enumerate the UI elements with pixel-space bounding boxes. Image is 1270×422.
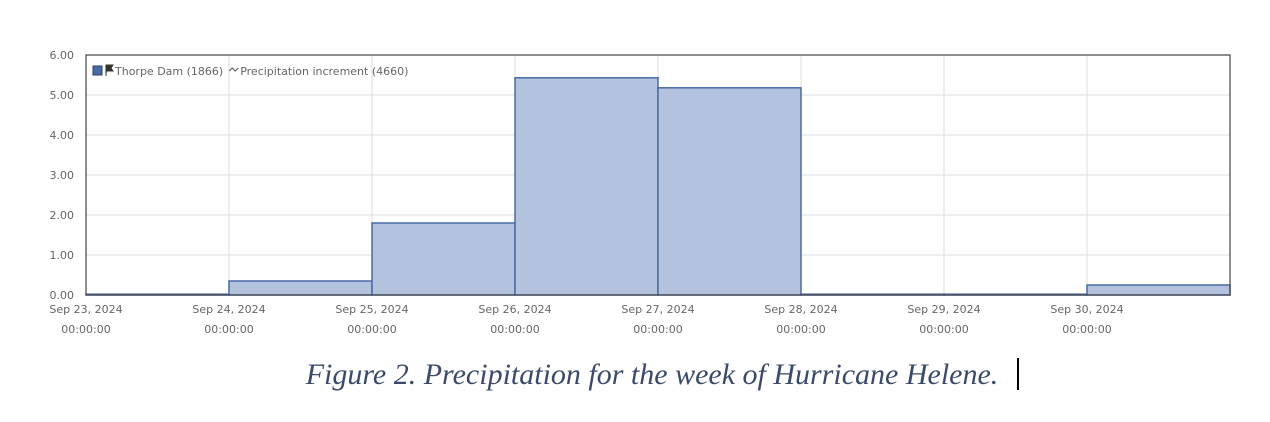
x-tick-label: Sep 24, 2024 [192, 303, 265, 316]
legend-flag [105, 64, 114, 76]
x-tick-time: 00:00:00 [347, 323, 396, 336]
y-tick-label: 0.00 [50, 289, 75, 302]
legend-swatch [92, 65, 103, 76]
legend-label[interactable]: Precipitation increment (4660) [240, 65, 408, 78]
caption: Figure 2. Precipitation for the week of … [305, 358, 999, 391]
x-tick-time: 00:00:00 [633, 323, 682, 336]
x-tick-time: 00:00:00 [204, 323, 253, 336]
legend-line-icon [228, 67, 239, 72]
plot-frame [85, 54, 1231, 296]
x-tick-time: 00:00:00 [1062, 323, 1111, 336]
bar [657, 87, 802, 296]
bar [514, 77, 659, 296]
x-tick-time: 00:00:00 [919, 323, 968, 336]
x-tick-label: Sep 28, 2024 [764, 303, 837, 316]
legend-label[interactable]: Thorpe Dam (1866) [114, 65, 223, 78]
x-tick-label: Sep 23, 2024 [49, 303, 122, 316]
x-tick-label: Sep 26, 2024 [478, 303, 551, 316]
bar [228, 280, 373, 296]
y-tick-label: 3.00 [50, 169, 75, 182]
y-tick-label: 6.00 [50, 49, 75, 62]
y-tick-label: 4.00 [50, 129, 75, 142]
x-tick-time: 00:00:00 [61, 323, 110, 336]
y-tick-label: 1.00 [50, 249, 75, 262]
x-tick-label: Sep 25, 2024 [335, 303, 408, 316]
y-tick-label: 2.00 [50, 209, 75, 222]
x-tick-time: 00:00:00 [490, 323, 539, 336]
y-tick-label: 5.00 [50, 89, 75, 102]
bar [1086, 284, 1231, 296]
x-tick-time: 00:00:00 [776, 323, 825, 336]
x-tick-label: Sep 29, 2024 [907, 303, 980, 316]
bar [371, 222, 516, 296]
x-tick-label: Sep 27, 2024 [621, 303, 694, 316]
x-tick-label: Sep 30, 2024 [1050, 303, 1123, 316]
